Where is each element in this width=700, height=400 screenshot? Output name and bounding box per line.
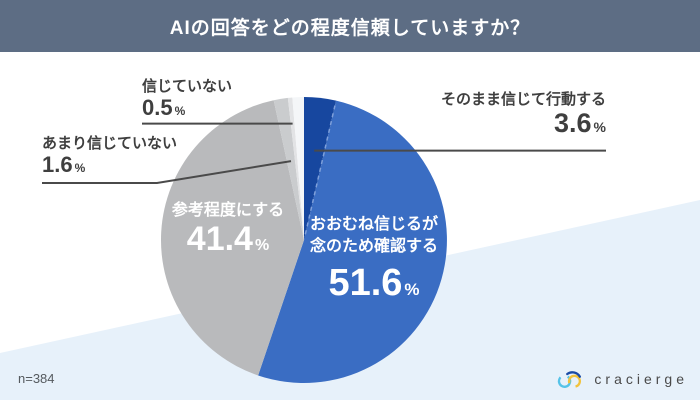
label-value: 51.6% <box>328 262 420 304</box>
sample-size: n=384 <box>18 371 55 386</box>
pie-slice-1 <box>258 100 447 383</box>
percent-sign: % <box>593 118 606 135</box>
label-text: 信じていない <box>142 78 233 95</box>
label-act-on-it: そのまま信じて行動する 3.6% <box>440 91 606 138</box>
pie-slice-4 <box>287 97 304 240</box>
percent-sign: % <box>404 280 420 299</box>
label-text: 参考程度にする <box>171 202 285 219</box>
label-value: 41.4% <box>186 220 270 258</box>
percent-sign: % <box>174 103 186 118</box>
label-use-as-reference: 参考程度にする 41.4% <box>158 200 298 258</box>
cracierge-icon <box>558 371 582 388</box>
label-dont-trust: 信じていない 0.5% <box>142 78 233 120</box>
label-text: そのまま信じて行動する <box>440 91 606 108</box>
slice-separator-dashed <box>304 102 337 235</box>
brand-logo: cracierge <box>556 366 688 391</box>
title-bar: AIの回答をどの程度信頼していますか？ <box>0 0 700 52</box>
leader-line-1-6 <box>42 160 292 184</box>
label-text-line2: 念のため確認する <box>309 238 438 255</box>
page-title: AIの回答をどの程度信頼していますか？ <box>169 17 531 39</box>
label-text: あまり信じていない <box>42 135 178 152</box>
brand-name: cracierge <box>594 370 688 387</box>
label-value: 1.6% <box>42 151 86 177</box>
percent-sign: % <box>254 237 270 254</box>
pie-slice-2 <box>160 100 304 376</box>
label-value: 0.5% <box>142 94 186 120</box>
label-hardly-trust: あまり信じていない 1.6% <box>42 135 178 177</box>
label-value: 3.6% <box>554 107 606 138</box>
percent-sign: % <box>74 160 86 175</box>
pie-slice-3 <box>273 97 304 240</box>
label-mostly-trust-verify: おおむね信じるが 念のため確認する 51.6% <box>298 214 450 304</box>
pie-slice-5 <box>292 97 304 240</box>
label-text-line1: おおむね信じるが <box>309 216 438 233</box>
